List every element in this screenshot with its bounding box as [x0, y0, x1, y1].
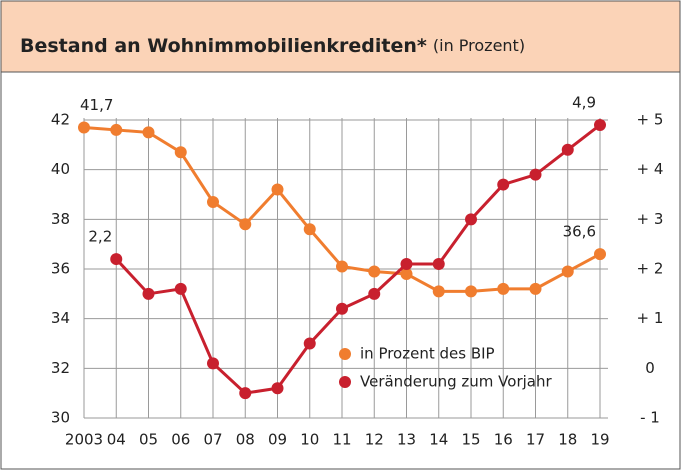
- point: [239, 218, 252, 231]
- point: [303, 337, 316, 350]
- y-tick-label: 40: [51, 160, 70, 178]
- x-tick-label: 19: [590, 431, 609, 449]
- y-tick-label: 32: [51, 359, 70, 377]
- y2-tick-label: 0: [645, 359, 655, 377]
- y2-tick-label: - 1: [640, 409, 660, 427]
- legend-label: Veränderung zum Vorjahr: [360, 373, 552, 391]
- point: [432, 285, 445, 298]
- x-tick-label: 11: [332, 431, 351, 449]
- point: [465, 213, 477, 226]
- legend-marker: [339, 376, 351, 388]
- point: [561, 265, 574, 278]
- x-tick-label: 04: [107, 431, 126, 449]
- point: [271, 382, 284, 395]
- x-tick-label: 17: [526, 431, 545, 449]
- x-tick-label: 09: [268, 431, 287, 449]
- data-label: 36,6: [563, 223, 596, 241]
- x-tick-label: 08: [236, 431, 255, 449]
- x-tick-label: 18: [558, 431, 577, 449]
- point: [303, 223, 316, 236]
- x-tick-label: 16: [494, 431, 513, 449]
- point: [594, 118, 606, 131]
- y-tick-label: 36: [51, 260, 70, 278]
- point: [110, 253, 123, 266]
- x-tick-label: 2003: [65, 431, 103, 449]
- x-tick-label: 14: [429, 431, 448, 449]
- point: [336, 302, 348, 315]
- y2-tick-label: + 3: [637, 210, 664, 228]
- subtitle: (in Prozent): [433, 36, 525, 55]
- point: [368, 265, 381, 278]
- x-tick-label: 06: [171, 431, 190, 449]
- point: [271, 183, 284, 196]
- point: [110, 123, 123, 136]
- point: [400, 267, 413, 280]
- data-label: 2,2: [88, 228, 112, 246]
- x-tick-label: 15: [461, 431, 480, 449]
- chart-title: Bestand an Wohnimmobilienkrediten* (in P…: [20, 35, 525, 57]
- y-tick-label: 42: [51, 111, 70, 129]
- y-tick-label: 30: [51, 409, 70, 427]
- point: [594, 248, 606, 261]
- point: [239, 387, 252, 400]
- header: [0, 0, 681, 73]
- series-line: [115, 123, 601, 395]
- point: [207, 195, 219, 208]
- y-tick-label: 38: [51, 210, 70, 228]
- point: [78, 121, 90, 134]
- y2-tick-label: + 4: [637, 160, 664, 178]
- point: [207, 357, 219, 370]
- point: [336, 260, 348, 273]
- point: [529, 282, 542, 295]
- point: [529, 168, 542, 181]
- y-tick-label: 34: [51, 309, 70, 327]
- point: [561, 143, 574, 156]
- point: [368, 287, 381, 300]
- legend-marker: [339, 348, 351, 360]
- point: [497, 282, 510, 295]
- point: [174, 282, 187, 295]
- point: [400, 258, 413, 271]
- y2-tick-label: + 5: [637, 111, 664, 129]
- x-tick-label: 13: [397, 431, 416, 449]
- point: [465, 285, 477, 298]
- x-tick-label: 05: [139, 431, 158, 449]
- y2-tick-label: + 2: [637, 260, 664, 278]
- point: [142, 287, 155, 300]
- y2-tick-label: + 1: [637, 309, 664, 327]
- data-label: 41,7: [80, 96, 113, 114]
- point: [142, 126, 155, 139]
- x-tick-label: 10: [300, 431, 319, 449]
- legend-label: in Prozent des BIP: [360, 345, 495, 363]
- x-tick-label: 12: [365, 431, 384, 449]
- point: [497, 178, 510, 191]
- data-label: 4,9: [572, 93, 596, 111]
- point: [432, 258, 445, 271]
- x-tick-label: 07: [203, 431, 222, 449]
- title: Bestand an Wohnimmobilienkrediten*: [20, 35, 427, 57]
- point: [174, 146, 187, 159]
